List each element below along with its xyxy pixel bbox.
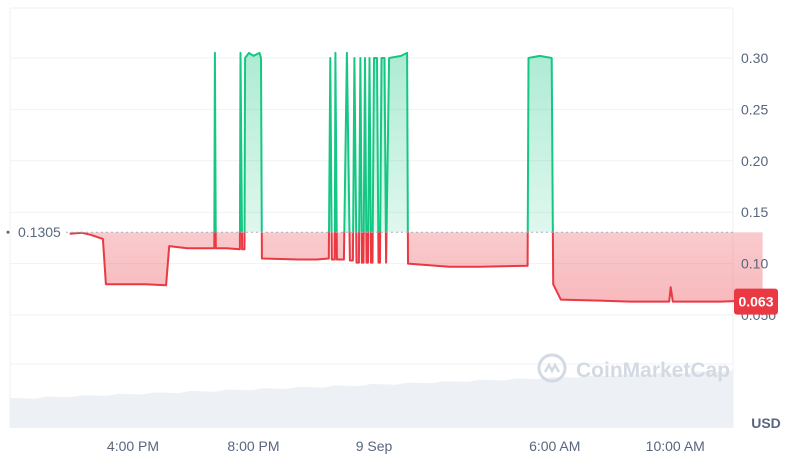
y-tick-label: 0.15	[741, 204, 768, 220]
last-price-badge-bg	[734, 288, 778, 315]
baseline-label: 0.1305	[18, 224, 61, 240]
currency-label: USD	[751, 415, 781, 431]
watermark: CoinMarketCap	[537, 353, 730, 383]
y-tick-label: 0.30	[741, 50, 768, 66]
baseline: 0.1305	[6, 224, 733, 240]
volume-area	[10, 370, 733, 428]
x-tick-label: 10:00 AM	[646, 438, 705, 454]
x-tick-label: 6:00 AM	[529, 438, 580, 454]
area-below-baseline	[69, 232, 763, 302]
price-line-down	[69, 232, 763, 303]
coinmarketcap-logo-icon	[537, 353, 567, 383]
y-tick-label: 0.20	[741, 153, 768, 169]
x-axis: 4:00 PM 8:00 PM 9 Sep 6:00 AM 10:00 AM	[107, 438, 705, 454]
y-tick-label: 0.25	[741, 101, 768, 117]
baseline-dot	[6, 230, 10, 234]
last-price-badge: 0.063	[734, 288, 778, 315]
x-tick-label: 4:00 PM	[107, 438, 159, 454]
last-price-value: 0.063	[738, 294, 773, 310]
price-line	[69, 51, 763, 303]
price-line-up	[76, 51, 554, 233]
price-area-fill	[69, 52, 763, 302]
volume-fill	[10, 370, 733, 428]
y-tick-label: 0.10	[741, 256, 768, 272]
watermark-text: CoinMarketCap	[576, 359, 730, 382]
x-tick-label: 9 Sep	[356, 438, 393, 454]
x-tick-label: 8:00 PM	[227, 438, 279, 454]
